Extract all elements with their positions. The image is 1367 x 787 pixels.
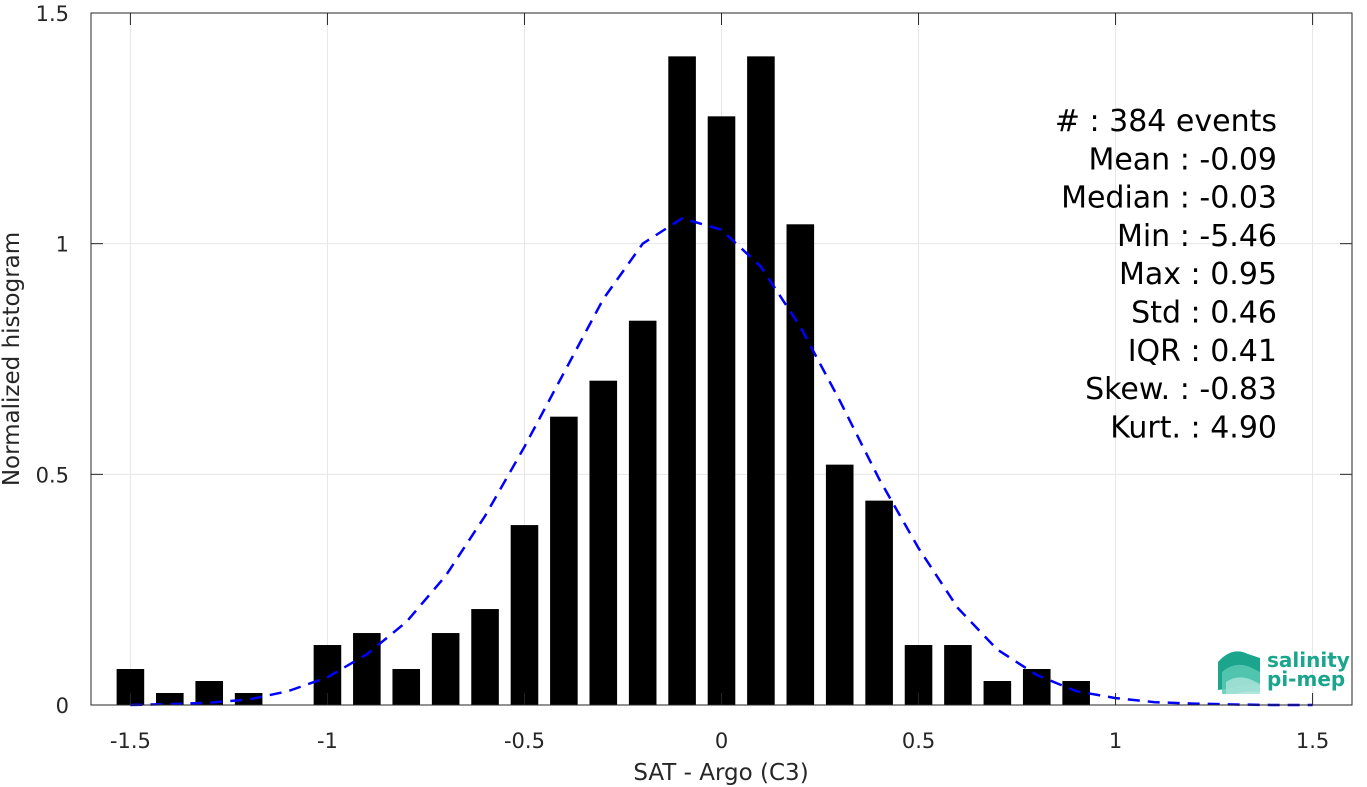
logo-text-salinity: salinity: [1267, 648, 1350, 672]
x-tick-label: -1.5: [110, 729, 151, 753]
histogram-bars: [116, 56, 1090, 706]
histogram-bar: [195, 681, 224, 705]
y-tick-label: 0: [56, 694, 69, 718]
y-tick-label: 0.5: [36, 463, 69, 487]
histogram-bar: [353, 633, 381, 705]
histogram-bar: [786, 224, 815, 706]
x-tick-label: 0.5: [902, 729, 935, 753]
stat-line: IQR : 0.41: [1128, 334, 1277, 369]
stat-line: Median : -0.03: [1061, 181, 1277, 216]
stat-line: Kurt. : 4.90: [1110, 410, 1277, 445]
x-tick-label: 0: [715, 729, 728, 753]
histogram-bar: [668, 56, 696, 705]
histogram-bar: [1062, 681, 1090, 705]
stat-line: Mean : -0.09: [1088, 142, 1277, 177]
histogram-bar: [431, 633, 460, 705]
salinity-pi-mep-logo: salinity pi-mep: [1218, 648, 1350, 694]
histogram-bar: [825, 464, 854, 705]
x-tick-label: 1: [1109, 729, 1122, 753]
logo-text-pi-mep: pi-mep: [1267, 667, 1345, 691]
histogram-bar: [156, 693, 184, 705]
y-tick-labels: 0 0.5 1 1.5: [36, 2, 69, 718]
wave-logo-icon: [1218, 651, 1260, 694]
histogram-bar: [865, 500, 893, 705]
axis-ticks: [91, 12, 1352, 706]
histogram-bar: [707, 116, 736, 705]
y-axis-label: Normalized histogram: [0, 232, 25, 486]
histogram-bar: [747, 56, 775, 705]
histogram-bar: [983, 681, 1012, 705]
stat-line: Max : 0.95: [1119, 257, 1277, 292]
histogram-bar: [471, 609, 499, 705]
stat-line: # : 384 events: [1055, 104, 1277, 139]
histogram-bar: [510, 525, 539, 705]
x-tick-label: 1.5: [1296, 729, 1329, 753]
y-tick-label: 1.5: [36, 2, 69, 26]
x-tick-label: -0.5: [504, 729, 545, 753]
stat-line: Skew. : -0.83: [1085, 372, 1277, 407]
x-axis-label: SAT - Argo (C3): [633, 760, 808, 786]
x-tick-label: -1: [317, 729, 338, 753]
stat-line: Std : 0.46: [1131, 296, 1277, 331]
y-tick-label: 1: [56, 233, 69, 257]
histogram-bar: [234, 693, 263, 705]
histogram-bar: [944, 645, 972, 705]
histogram-bar: [550, 416, 578, 705]
x-tick-labels: -1.5 -1 -0.5 0 0.5 1 1.5: [110, 729, 1329, 753]
histogram-bar: [628, 320, 657, 705]
histogram-bar: [392, 669, 421, 705]
stat-line: Min : -5.46: [1117, 219, 1277, 254]
histogram-bar: [589, 380, 618, 705]
